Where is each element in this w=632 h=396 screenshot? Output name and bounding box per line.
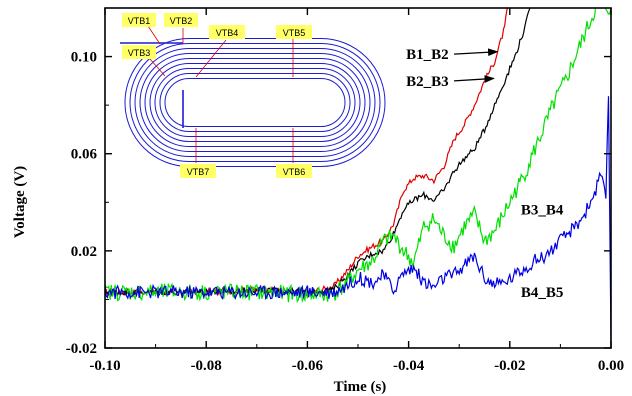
series-label-arrow: [454, 75, 495, 83]
vtb4-pointer: [195, 39, 227, 78]
series-label-b4-b5: B4_B5: [521, 285, 564, 301]
coil-turns: [124, 38, 386, 167]
coil-turn: [134, 48, 376, 157]
axes-layer: -0.10 -0.08 -0.06 -0.04 -0.02 0.00 -0.02 0.02 0.…: [66, 7, 624, 374]
vtb4-text: VTB4: [216, 28, 239, 38]
vtb3-label: VTB3: [122, 45, 156, 59]
coil-turn: [149, 63, 361, 142]
y-axis-title: Voltage (V): [12, 166, 28, 238]
coil-turn: [154, 68, 356, 137]
series-label-arrow: [454, 48, 499, 57]
series-labels-layer: B1_B2 B2_B3 B3_B4 B4_B5: [406, 47, 564, 301]
series-line-b4-b5: [105, 96, 611, 344]
x-axis-title: Time (s): [334, 379, 387, 395]
y-tick-label: -0.02: [66, 341, 97, 357]
vtb6-text: VTB6: [283, 167, 306, 177]
x-tick-label: -0.08: [191, 358, 222, 374]
series-layer: [105, 8, 611, 344]
coil-turn: [129, 43, 381, 162]
vtb1-pointer: [147, 25, 161, 45]
coil-turn: [144, 58, 366, 147]
x-tick-label: -0.06: [292, 358, 324, 374]
series-label-b1-b2: B1_B2: [406, 47, 449, 63]
coil-turn: [159, 73, 351, 132]
vtb4-label: VTB4: [209, 25, 245, 39]
vtb7-label: VTB7: [180, 164, 216, 178]
coil-inset: VTB1 VTB2 VTB3 VTB4 VTB5 VTB6 VTB7: [120, 13, 386, 178]
x-tick-label: -0.10: [89, 358, 120, 374]
series-label-b3-b4: B3_B4: [521, 203, 564, 219]
vtb3-text: VTB3: [128, 48, 151, 58]
vtb3-pointer: [149, 58, 166, 77]
y-tick-label: 0.06: [71, 147, 98, 163]
y-tick-label: 0.10: [71, 50, 97, 66]
vtb5-text: VTB5: [283, 28, 306, 38]
vtb1-label: VTB1: [122, 13, 156, 27]
coil-turn: [124, 38, 386, 167]
vtb5-label: VTB5: [276, 25, 312, 39]
vtb7-text: VTB7: [187, 167, 210, 177]
x-tick-label: -0.02: [494, 358, 525, 374]
vtb2-label: VTB2: [164, 13, 198, 27]
vtb1-text: VTB1: [128, 16, 151, 26]
vtb2-text: VTB2: [170, 16, 193, 26]
x-tick-label: -0.04: [393, 358, 425, 374]
y-tick-label: 0.02: [71, 244, 97, 260]
coil-turn: [139, 53, 371, 152]
series-label-b2-b3: B2_B3: [406, 74, 449, 90]
x-tick-label: 0.00: [598, 358, 624, 374]
vtb6-label: VTB6: [276, 164, 312, 178]
coil-turn: [164, 78, 346, 127]
